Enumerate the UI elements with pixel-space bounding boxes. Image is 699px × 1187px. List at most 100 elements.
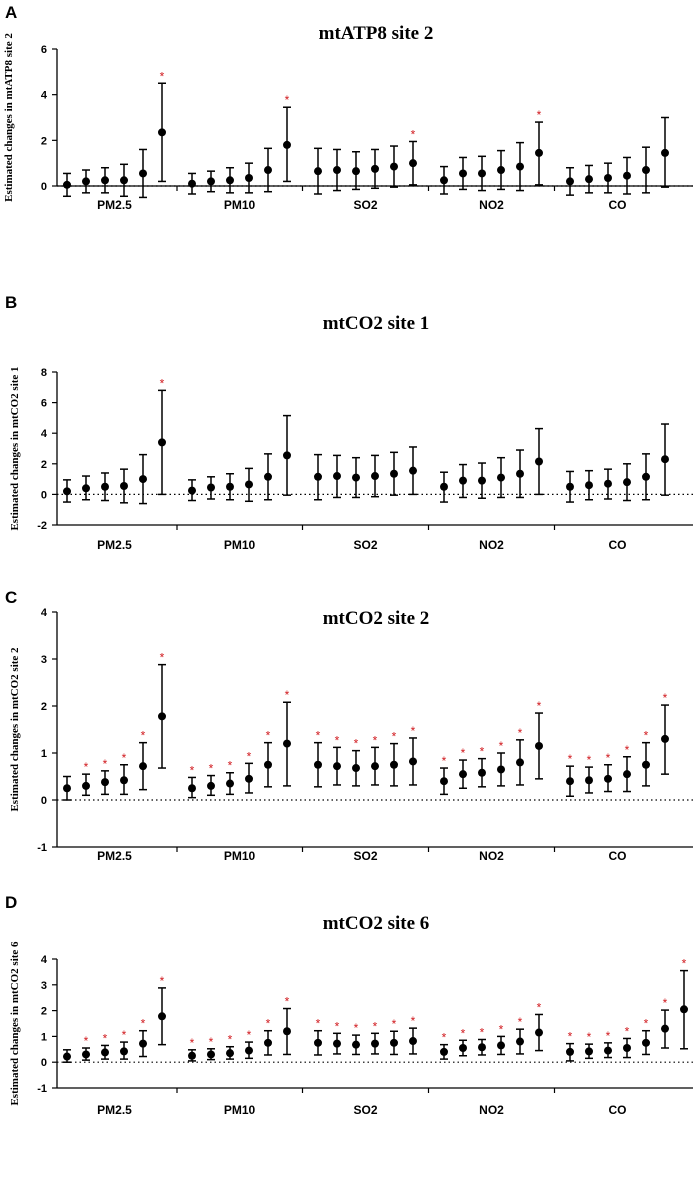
estimate-point: [207, 781, 215, 790]
significance-asterisk: *: [316, 1017, 321, 1031]
significance-asterisk: *: [411, 1014, 416, 1028]
significance-asterisk: *: [392, 1017, 397, 1031]
estimate-point: [371, 164, 379, 173]
significance-asterisk: *: [499, 739, 504, 753]
significance-asterisk: *: [682, 957, 687, 971]
estimate-point: [459, 1044, 467, 1053]
significance-asterisk: *: [518, 1015, 523, 1029]
estimate-point: [120, 176, 128, 185]
estimate-point: [604, 774, 612, 783]
estimate-point: [352, 473, 360, 482]
significance-asterisk: *: [190, 763, 195, 777]
significance-asterisk: *: [103, 757, 108, 771]
significance-asterisk: *: [316, 729, 321, 743]
x-tick-label-so2: SO2: [353, 849, 377, 863]
significance-asterisk: *: [354, 737, 359, 751]
estimate-point: [245, 1046, 253, 1055]
estimate-point: [352, 764, 360, 773]
significance-asterisk: *: [266, 729, 271, 743]
y-tick-label: 0: [41, 181, 47, 193]
y-tick-label: 6: [41, 44, 47, 56]
estimate-point: [264, 472, 272, 481]
estimate-point: [623, 171, 631, 180]
panel-letter: A: [5, 3, 17, 22]
estimate-point: [623, 770, 631, 779]
y-axis-label: Estimated changes in mtATP8 site 2: [3, 33, 15, 202]
y-tick-label: 2: [41, 135, 47, 147]
estimate-point: [264, 760, 272, 769]
y-tick-label: -2: [37, 520, 47, 532]
estimate-point: [459, 770, 467, 779]
significance-asterisk: *: [122, 751, 127, 765]
significance-asterisk: *: [103, 1031, 108, 1045]
estimate-point: [139, 1039, 147, 1048]
significance-asterisk: *: [568, 752, 573, 766]
estimate-point: [623, 1044, 631, 1053]
significance-asterisk: *: [190, 1036, 195, 1050]
x-tick-label-so2: SO2: [353, 198, 377, 212]
y-tick-label: 0: [41, 795, 47, 807]
estimate-point: [459, 476, 467, 485]
x-tick-label-so2: SO2: [353, 538, 377, 552]
estimate-point: [139, 169, 147, 178]
estimate-point: [333, 472, 341, 481]
significance-asterisk: *: [537, 108, 542, 122]
significance-asterisk: *: [568, 1030, 573, 1044]
estimate-point: [120, 481, 128, 490]
estimate-point: [101, 176, 109, 185]
estimate-point: [283, 451, 291, 460]
y-tick-label: 4: [41, 428, 48, 440]
estimate-point: [188, 486, 196, 495]
significance-asterisk: *: [461, 1026, 466, 1040]
estimate-point: [245, 774, 253, 783]
x-tick-label-pm25: PM2.5: [97, 849, 132, 863]
y-tick-label: 2: [41, 459, 47, 471]
estimate-point: [63, 487, 71, 496]
x-tick-label-no2: NO2: [479, 538, 504, 552]
x-tick-label-pm10: PM10: [224, 538, 256, 552]
significance-asterisk: *: [354, 1021, 359, 1035]
x-tick-label-no2: NO2: [479, 198, 504, 212]
significance-asterisk: *: [285, 93, 290, 107]
estimate-point: [440, 482, 448, 491]
estimate-point: [516, 162, 524, 171]
y-tick-label: 1: [41, 1031, 47, 1043]
significance-asterisk: *: [411, 127, 416, 141]
estimate-point: [585, 175, 593, 184]
estimate-point: [158, 712, 166, 721]
estimate-point: [440, 777, 448, 786]
significance-asterisk: *: [84, 760, 89, 774]
y-axis-label: Estimated changes in mtCO2 site 1: [9, 366, 21, 530]
estimate-point: [245, 480, 253, 489]
estimate-point: [101, 482, 109, 491]
estimate-point: [497, 1041, 505, 1050]
estimate-point: [226, 176, 234, 185]
estimate-point: [478, 768, 486, 777]
estimate-point: [207, 1050, 215, 1059]
x-tick-label-pm10: PM10: [224, 198, 256, 212]
estimate-point: [585, 1047, 593, 1056]
estimate-point: [264, 166, 272, 175]
estimate-point: [409, 466, 417, 475]
estimate-point: [642, 472, 650, 481]
estimate-point: [120, 1047, 128, 1056]
significance-asterisk: *: [537, 699, 542, 713]
estimate-point: [101, 1048, 109, 1057]
significance-asterisk: *: [587, 753, 592, 767]
panel-letter: D: [5, 893, 17, 912]
significance-asterisk: *: [606, 1029, 611, 1043]
estimate-point: [440, 1047, 448, 1056]
y-tick-label: -1: [37, 1083, 47, 1095]
estimate-point: [371, 1039, 379, 1048]
estimate-point: [314, 472, 322, 481]
significance-asterisk: *: [606, 751, 611, 765]
estimate-point: [63, 784, 71, 793]
estimate-point: [188, 179, 196, 188]
significance-asterisk: *: [480, 1025, 485, 1039]
estimate-point: [566, 1047, 574, 1056]
y-tick-label: 8: [41, 367, 47, 379]
significance-asterisk: *: [228, 1033, 233, 1047]
